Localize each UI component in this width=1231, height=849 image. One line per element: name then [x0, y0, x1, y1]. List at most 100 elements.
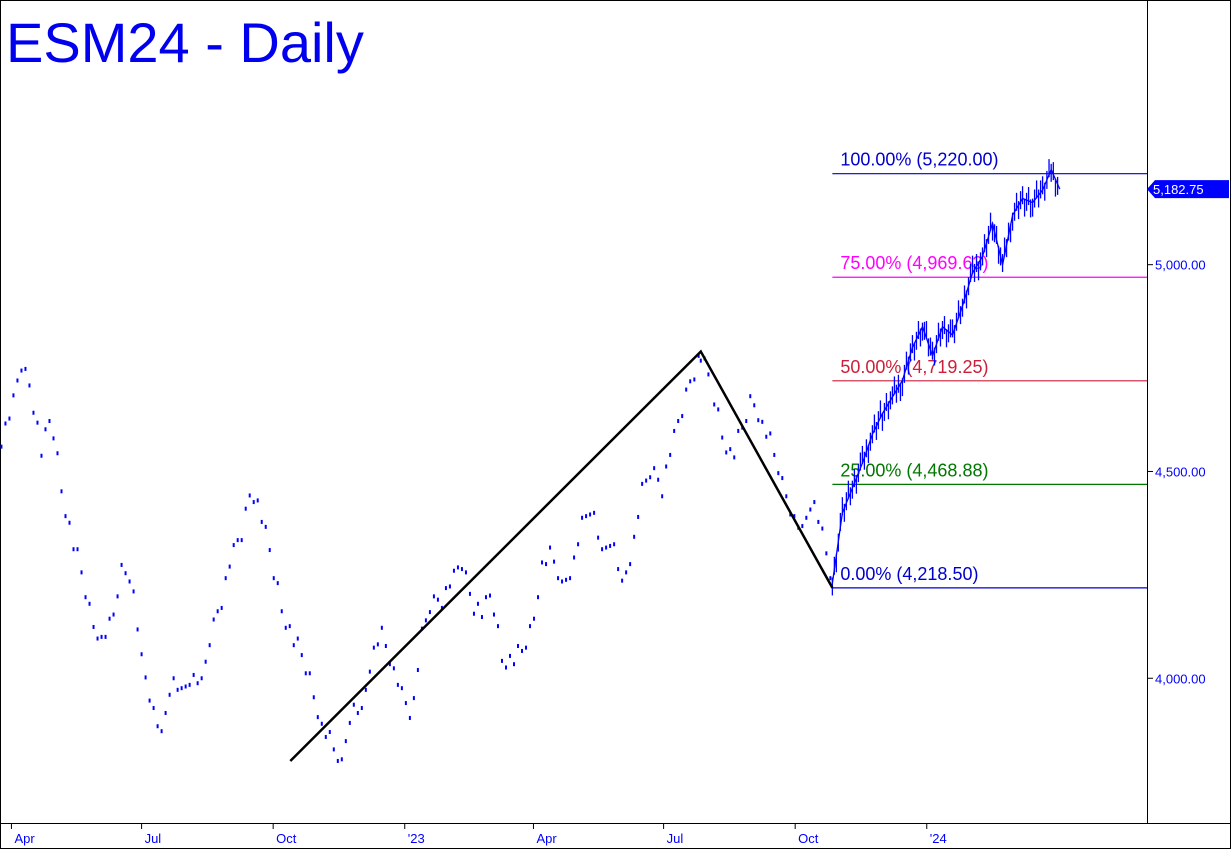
- price-bar: [244, 506, 247, 511]
- price-bar: [148, 698, 151, 703]
- price-bar: [288, 624, 291, 629]
- price-bar: [757, 418, 760, 423]
- price-bar: [48, 419, 51, 424]
- price-bar: [573, 555, 576, 560]
- price-bar: [200, 676, 203, 681]
- price-bar: [444, 586, 447, 591]
- price-bar: [228, 564, 231, 569]
- price-bar: [60, 489, 63, 494]
- price-bar: [56, 451, 59, 456]
- price-bar: [404, 701, 407, 706]
- price-bar: [456, 565, 459, 570]
- price-bar: [284, 625, 287, 630]
- last-price-marker: [1147, 180, 1229, 199]
- swing-path: [289, 349, 834, 762]
- price-bar: [737, 428, 740, 433]
- price-bar: [140, 652, 143, 657]
- price-bar: [653, 466, 656, 471]
- price-bar: [593, 510, 596, 515]
- price-bar: [753, 403, 756, 408]
- price-bar: [629, 562, 632, 567]
- price-bar: [697, 353, 700, 358]
- price-bar: [12, 393, 15, 398]
- price-bar: [20, 368, 23, 373]
- price-bar: [416, 667, 419, 672]
- price-bar: [84, 595, 87, 600]
- price-bar: [569, 576, 572, 581]
- price-bar: [765, 434, 768, 439]
- price-bar: [260, 519, 263, 524]
- price-bar: [296, 636, 299, 641]
- price-bar: [120, 562, 123, 567]
- price-bar: [292, 643, 295, 648]
- price-bar: [565, 577, 568, 582]
- price-bar: [352, 702, 355, 707]
- x-tick-label: Oct: [276, 831, 297, 846]
- price-bar: [517, 643, 520, 648]
- price-bar: [24, 366, 27, 371]
- price-bar: [761, 419, 764, 424]
- price-bar: [707, 372, 710, 377]
- price-bar: [236, 538, 239, 543]
- x-tick-label: '23: [408, 831, 425, 846]
- price-bar: [280, 609, 283, 614]
- price-bar: [100, 634, 103, 639]
- price-bar: [300, 653, 303, 658]
- price-bar: [613, 542, 616, 547]
- price-bar: [168, 692, 171, 697]
- price-bar: [264, 524, 267, 529]
- price-bar: [368, 669, 371, 674]
- price-bar: [605, 545, 608, 550]
- price-bar: [128, 579, 131, 584]
- price-bar: [8, 416, 11, 421]
- price-bar: [496, 624, 499, 629]
- price-bar: [240, 538, 243, 543]
- price-bar: [460, 567, 463, 572]
- price-bar: [396, 682, 399, 687]
- price-bar: [504, 665, 507, 670]
- price-bar: [320, 721, 323, 726]
- price-bar: [276, 581, 279, 586]
- price-bar: [500, 658, 503, 663]
- price-bar: [589, 512, 592, 517]
- y-tick-label: 4,500.00: [1155, 464, 1206, 479]
- price-line: [831, 167, 1061, 584]
- price-bar: [380, 625, 383, 630]
- x-tick-label: Apr: [536, 831, 557, 846]
- fib-levels: 100.00% (5,220.00) 75.00% (4,969.63) 50.00…: [832, 150, 1147, 589]
- price-bar: [32, 410, 35, 415]
- price-bar: [521, 648, 524, 653]
- price-bar: [733, 455, 736, 460]
- price-bar: [717, 407, 720, 412]
- price-bar: [400, 686, 403, 691]
- price-bar: [492, 612, 495, 617]
- price-bar: [825, 551, 828, 556]
- price-bar: [793, 514, 796, 519]
- price-bar: [621, 578, 624, 583]
- price-bar: [88, 601, 91, 606]
- price-bar: [52, 436, 55, 441]
- price-bar: [232, 543, 235, 548]
- price-bar: [821, 526, 824, 531]
- price-bar: [609, 543, 612, 548]
- price-bar: [637, 514, 640, 519]
- price-bar: [72, 547, 75, 552]
- price-bar: [104, 634, 107, 639]
- price-bar: [80, 570, 83, 575]
- price-bar: [488, 593, 491, 598]
- fib-level-label: 75.00% (4,969.63): [840, 253, 988, 273]
- price-bar: [192, 672, 195, 677]
- fib-level-label: 50.00% (4,719.25): [840, 357, 988, 377]
- price-bar: [0, 444, 3, 449]
- price-bar: [124, 571, 127, 576]
- price-bar: [617, 567, 620, 572]
- price-bar: [513, 662, 516, 667]
- price-bar: [196, 681, 199, 686]
- x-tick-label: '24: [930, 831, 947, 846]
- price-bar: [448, 584, 451, 589]
- price-bar: [545, 562, 548, 567]
- price-bar: [176, 687, 179, 692]
- price-bar: [332, 747, 335, 752]
- price-bar: [817, 519, 820, 524]
- price-bar: [96, 636, 99, 641]
